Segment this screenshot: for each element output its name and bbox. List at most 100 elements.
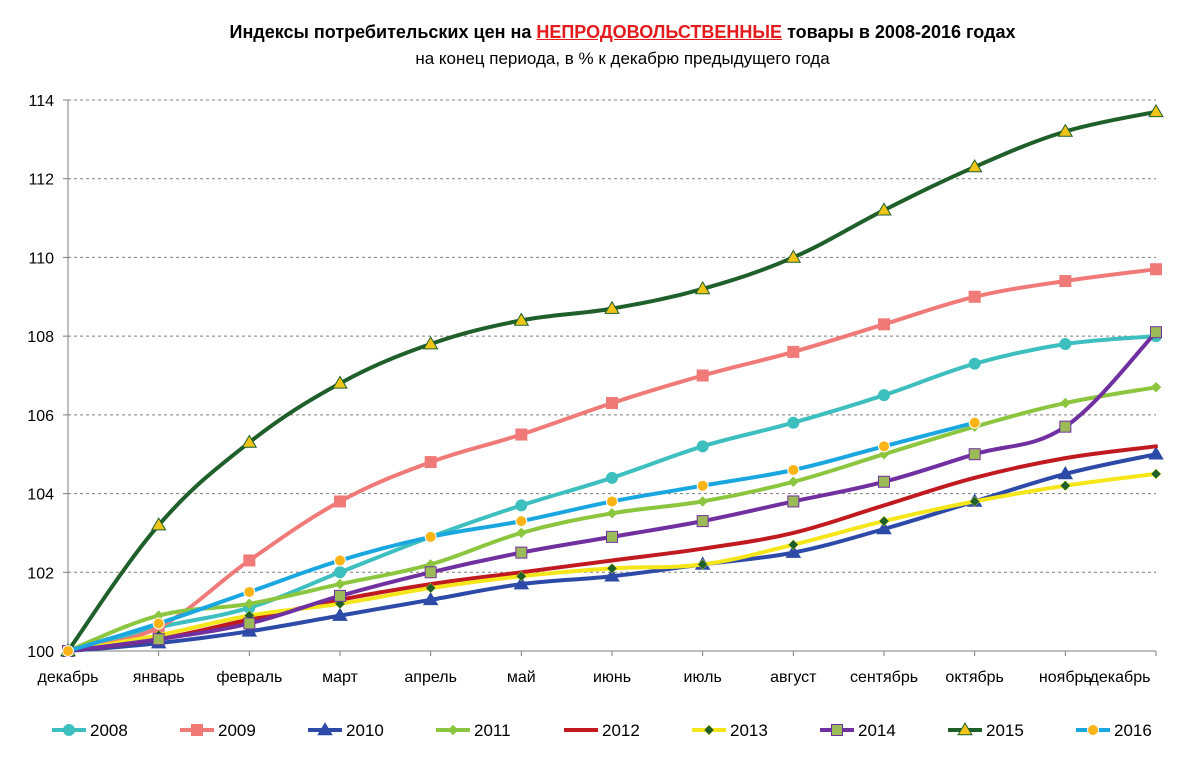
legend-item-2009: 2009 xyxy=(180,721,256,740)
data-point-2009 xyxy=(606,397,618,410)
data-point-2011 xyxy=(787,476,799,488)
data-point-2009 xyxy=(243,554,256,567)
legend-marker xyxy=(191,724,203,736)
data-point-2016 xyxy=(334,554,346,567)
data-point-2014 xyxy=(334,589,346,602)
x-tick-label: октябрь xyxy=(945,669,1003,686)
legend-marker xyxy=(703,724,715,736)
data-point-2011 xyxy=(606,507,618,519)
data-point-2008 xyxy=(787,416,800,429)
series-line-2009 xyxy=(66,267,1158,653)
chart-title-block: Индексы потребительских цен на НЕПРОДОВО… xyxy=(0,22,1200,69)
y-tick-label: 106 xyxy=(27,408,54,425)
data-point-2014 xyxy=(424,566,437,579)
data-point-2009 xyxy=(787,345,800,358)
data-point-2016 xyxy=(968,416,981,429)
y-tick-label: 110 xyxy=(28,250,54,267)
data-point-2011 xyxy=(243,598,255,610)
legend-label: 2008 xyxy=(90,721,128,740)
data-point-2015 xyxy=(785,249,802,263)
legend-label: 2012 xyxy=(602,721,640,740)
chart-title: Индексы потребительских цен на НЕПРОДОВО… xyxy=(0,22,1200,43)
y-tick-label: 100 xyxy=(27,644,54,661)
data-point-2010 xyxy=(332,607,348,621)
legend-label: 2013 xyxy=(730,721,768,740)
x-tick-label: декабрь xyxy=(38,669,99,686)
legend-marker xyxy=(1087,724,1099,736)
x-tick-label: декабрь xyxy=(1090,669,1151,686)
data-point-2010 xyxy=(876,521,892,535)
data-point-2016 xyxy=(243,585,256,598)
series-layer xyxy=(60,103,1164,657)
x-tick-label: сентябрь xyxy=(850,669,918,686)
data-point-2016 xyxy=(606,495,618,508)
x-tick-label: май xyxy=(507,669,536,686)
data-point-2008 xyxy=(606,471,618,484)
data-point-2015 xyxy=(150,517,167,531)
chart-subtitle: на конец периода, в % к декабрю предыдущ… xyxy=(415,49,830,68)
data-point-2015 xyxy=(332,375,348,389)
data-point-2016 xyxy=(152,617,165,630)
data-point-2015 xyxy=(694,281,711,295)
data-point-2009 xyxy=(1150,263,1162,276)
legend-marker xyxy=(447,724,459,736)
x-tick-label: ноябрь xyxy=(1039,669,1092,686)
title-prefix: Индексы потребительских цен на xyxy=(229,22,532,42)
data-point-2015 xyxy=(422,336,439,350)
data-point-2009 xyxy=(1059,275,1072,288)
y-tick-label: 114 xyxy=(28,93,54,110)
data-point-2016 xyxy=(424,530,437,543)
data-point-2015 xyxy=(604,300,620,314)
data-point-2014 xyxy=(606,530,618,543)
legend-item-2010: 2010 xyxy=(308,721,384,740)
data-point-2011 xyxy=(334,578,346,590)
legend-marker xyxy=(63,724,75,736)
data-point-2010 xyxy=(1057,466,1074,480)
data-point-2009 xyxy=(334,495,346,508)
axis-layer: 100 102 104 106 108 110 112 114 декабрь январь фев… xyxy=(27,93,1157,686)
data-point-2009 xyxy=(696,369,709,382)
data-point-2010 xyxy=(604,568,620,582)
legend-label: 2016 xyxy=(1114,721,1152,740)
data-point-2008 xyxy=(334,566,346,579)
data-point-2016 xyxy=(787,463,800,476)
y-tick-label: 112 xyxy=(28,172,54,189)
series-line-2014 xyxy=(66,330,1158,653)
data-point-2013 xyxy=(425,582,437,594)
legend-item-2012: 2012 xyxy=(564,721,640,740)
data-point-2008 xyxy=(696,440,709,453)
legend-marker xyxy=(317,722,333,736)
data-point-2015 xyxy=(513,312,530,326)
data-point-2013 xyxy=(697,559,709,570)
data-point-2013 xyxy=(606,562,618,574)
data-point-2015 xyxy=(966,159,983,173)
x-tick-label: январь xyxy=(133,669,185,686)
data-point-2014 xyxy=(1150,326,1162,339)
title-highlight: НЕПРОДОВОЛЬСТВЕННЫЕ xyxy=(536,22,783,42)
legend-item-2013: 2013 xyxy=(692,721,768,740)
data-point-2016 xyxy=(878,440,890,453)
x-tick-label: июнь xyxy=(593,669,631,686)
data-point-2014 xyxy=(696,515,709,528)
data-point-2014 xyxy=(878,475,890,488)
data-point-2013 xyxy=(969,496,981,507)
x-tick-label: июль xyxy=(684,669,722,686)
legend: 2008 2009 2010 2011 2012 2013 2014 2015 2016 xyxy=(52,721,1152,740)
data-point-2014 xyxy=(1059,420,1072,433)
data-point-2016 xyxy=(515,515,528,528)
data-point-2014 xyxy=(243,617,256,630)
data-point-2010 xyxy=(785,544,802,558)
data-point-2016 xyxy=(696,479,709,492)
legend-item-2008: 2008 xyxy=(52,721,128,740)
data-point-2010 xyxy=(1148,446,1164,460)
data-point-2014 xyxy=(152,633,165,646)
legend-label: 2009 xyxy=(218,721,256,740)
legend-item-2011: 2011 xyxy=(436,721,511,740)
data-point-2013 xyxy=(1059,480,1071,492)
x-tick-label: август xyxy=(770,669,817,686)
data-point-2011 xyxy=(1059,397,1071,409)
legend-item-2015: 2015 xyxy=(948,721,1024,740)
legend-label: 2014 xyxy=(858,721,896,740)
